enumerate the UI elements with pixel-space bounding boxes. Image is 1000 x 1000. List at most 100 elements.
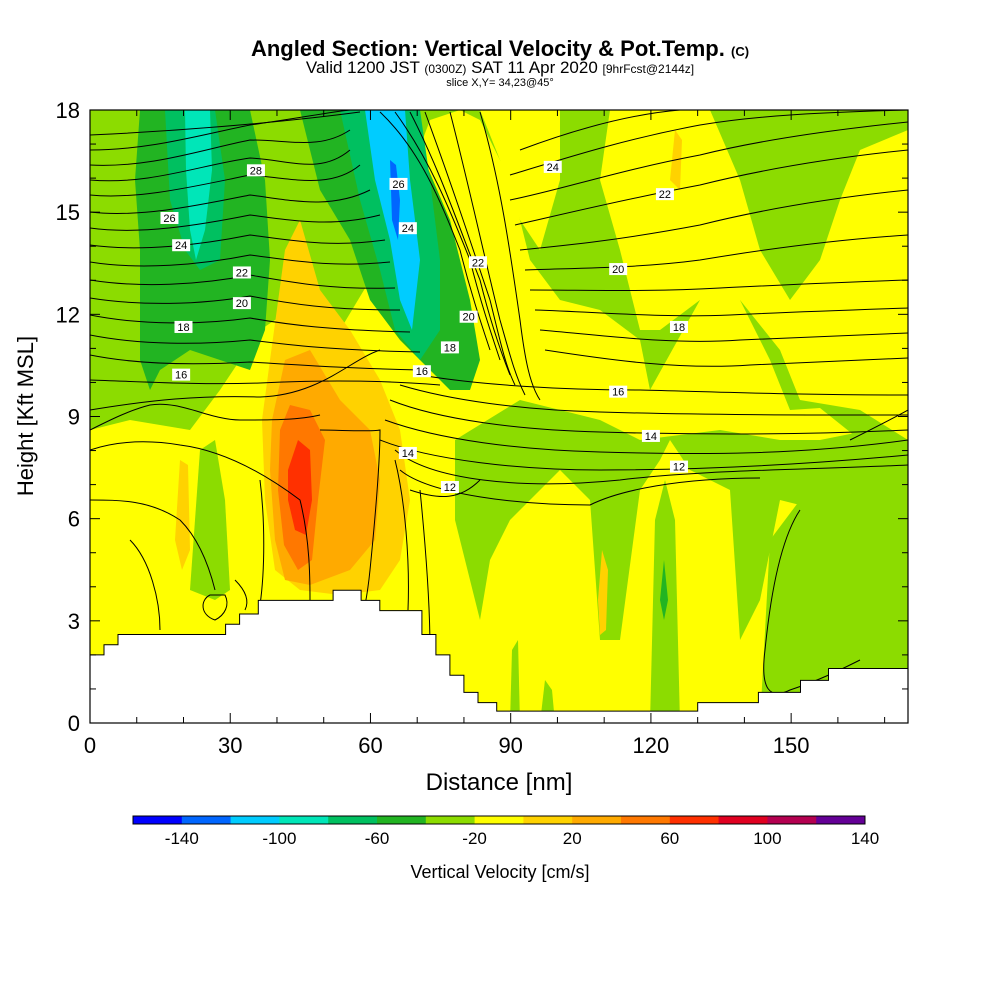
x-axis-label: Distance [nm] xyxy=(426,769,573,796)
x-axis: 0 30 60 90 120 150 xyxy=(84,110,886,758)
left-green-column xyxy=(190,440,230,600)
upper-yellow-strip xyxy=(480,110,560,250)
colorbar-swatch xyxy=(669,816,720,824)
x-tick-label: 30 xyxy=(218,733,242,758)
theta-label-text: 22 xyxy=(659,189,671,201)
theta-label-text: 12 xyxy=(673,462,685,474)
theta-label: 24 xyxy=(543,160,562,174)
y-tick-label: 15 xyxy=(56,200,80,225)
theta-label: 12 xyxy=(669,460,688,474)
chart-subtitle: Valid 1200 JST (0300Z) SAT 11 Apr 2020 [… xyxy=(0,58,1000,78)
theta-label: 26 xyxy=(160,211,179,225)
y-tick-label: 12 xyxy=(56,302,80,327)
y-tick-label: 9 xyxy=(68,405,80,430)
theta-label-text: 16 xyxy=(612,387,624,399)
theta-label-text: 20 xyxy=(612,264,624,276)
colorbar-tick-label: 140 xyxy=(851,829,879,848)
theta-label: 24 xyxy=(172,239,191,252)
y-axis-label: Height [Kft MSL] xyxy=(13,336,38,496)
theta-label-text: 18 xyxy=(444,342,456,354)
theta-label: 22 xyxy=(655,188,674,201)
theta-label-text: 24 xyxy=(402,223,414,235)
x-tick-label: 150 xyxy=(773,733,810,758)
theta-label: 14 xyxy=(398,446,417,460)
terrain xyxy=(90,589,908,723)
theta-label-text: 26 xyxy=(392,179,404,191)
mid-green-region xyxy=(455,400,908,723)
y-tick-label: 0 xyxy=(68,711,80,736)
theta-label-text: 20 xyxy=(462,312,474,324)
valid-utc: (0300Z) xyxy=(424,62,467,76)
theta-label: 26 xyxy=(389,177,408,191)
colorbar-swatch xyxy=(425,816,476,824)
colorbar-swatch xyxy=(230,816,280,824)
colorbar-tick-label: -60 xyxy=(365,829,390,848)
theta-label-text: 20 xyxy=(236,298,248,310)
theta-label-text: 14 xyxy=(645,431,657,443)
x-tick-label: 120 xyxy=(633,733,670,758)
theta-label: 16 xyxy=(172,368,191,382)
colorbar-tick-label: 20 xyxy=(563,829,582,848)
velocity-field: 28 26 24 22 20 18 16 26 24 22 20 18 16 14 12 24 22 20 18 16… xyxy=(90,110,908,723)
colorbar-swatch xyxy=(718,816,768,824)
colorbar-tick-label: -140 xyxy=(165,829,199,848)
colorbar-swatch xyxy=(328,816,378,824)
theta-label-text: 24 xyxy=(547,162,559,174)
x-tick-label: 60 xyxy=(358,733,382,758)
chart-title: Angled Section: Vertical Velocity & Pot.… xyxy=(0,36,1000,62)
colorbar-swatch xyxy=(279,816,329,824)
small-orange-right xyxy=(598,550,608,635)
theta-label-text: 18 xyxy=(673,322,685,334)
colorbar-ticks: -140 -100 -60 -20 20 60 100 140 xyxy=(165,829,879,848)
theta-label-text: 16 xyxy=(175,370,187,382)
theta-label: 16 xyxy=(609,385,628,399)
colorbar-swatch xyxy=(377,816,427,824)
x-tick-label: 0 xyxy=(84,733,96,758)
colorbar-swatch xyxy=(621,816,671,824)
theta-label-text: 12 xyxy=(444,482,456,494)
colorbar-swatch xyxy=(474,816,524,824)
theta-label: 22 xyxy=(232,266,251,279)
theta-label: 14 xyxy=(641,429,660,443)
theta-label-text: 24 xyxy=(175,240,187,252)
colorbar-swatch xyxy=(816,816,866,824)
colorbar-tick-label: 100 xyxy=(753,829,781,848)
colorbar-frame xyxy=(132,815,866,825)
theta-label: 20 xyxy=(232,297,251,310)
colorbar-tick-label: -20 xyxy=(462,829,487,848)
valid-time: Valid 1200 JST xyxy=(305,58,420,77)
theta-label-text: 28 xyxy=(250,165,262,177)
theta-contours xyxy=(90,110,908,695)
colorbar-swatch xyxy=(767,816,817,824)
colorbar xyxy=(132,815,866,825)
y-axis: 0 3 6 9 12 15 18 xyxy=(56,98,908,736)
theta-label: 28 xyxy=(246,164,265,177)
theta-label: 20 xyxy=(609,263,628,276)
colorbar-tick-label: -100 xyxy=(262,829,296,848)
theta-labels: 28 26 24 22 20 18 16 26 24 22 20 18 16 14 12 24 22 20 18 16… xyxy=(160,160,688,494)
y-tick-label: 18 xyxy=(56,98,80,123)
slice-info: slice X,Y= 34,23@45° xyxy=(446,77,554,89)
right-lower-green xyxy=(760,490,908,723)
forecast-info: [9hrFcst@2144z] xyxy=(602,62,695,76)
colorbar-label: Vertical Velocity [cm/s] xyxy=(410,862,590,882)
valid-date: SAT 11 Apr 2020 xyxy=(471,58,598,77)
chart-title-text: Angled Section: Vertical Velocity & Pot.… xyxy=(250,36,725,61)
theta-label: 18 xyxy=(669,320,688,334)
theta-label-text: 18 xyxy=(177,322,189,334)
theta-label-text: 22 xyxy=(236,267,248,279)
updraft-red xyxy=(288,440,312,535)
colorbar-swatch xyxy=(133,816,183,824)
theta-label-text: 14 xyxy=(402,448,414,460)
theta-label: 22 xyxy=(468,256,487,269)
chart-title-suffix: (C) xyxy=(731,44,750,59)
x-tick-label: 90 xyxy=(498,733,522,758)
strip-green-2 xyxy=(510,640,520,723)
theta-label: 24 xyxy=(398,222,417,235)
colorbar-swatch xyxy=(523,816,573,824)
colorbar-tick-label: 60 xyxy=(660,829,679,848)
theta-label: 18 xyxy=(440,341,459,354)
theta-label: 20 xyxy=(459,310,478,324)
y-tick-label: 6 xyxy=(68,507,80,532)
